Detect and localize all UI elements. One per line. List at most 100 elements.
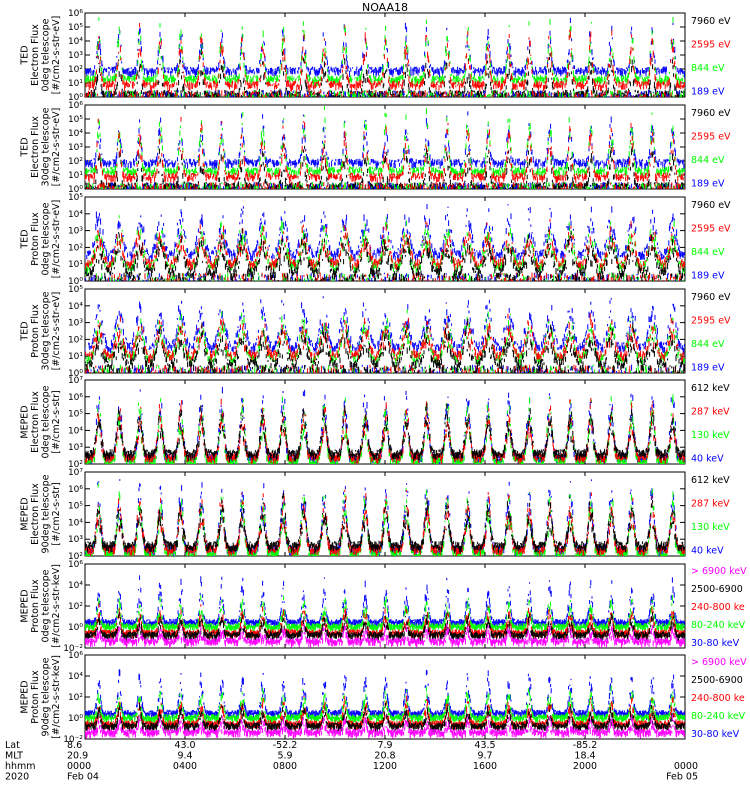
footer-lat-value: -85.2 [573, 740, 598, 751]
y-axis-label-line: MEPED [19, 680, 30, 713]
legend-entry: 7960 eV [691, 200, 731, 211]
legend-entry: 844 eV [691, 339, 725, 350]
flux-series [85, 714, 685, 739]
flux-traces [85, 575, 685, 648]
legend-entry: 844 eV [691, 155, 725, 166]
panel-7: 10⁻² 10⁰ 10² 10⁴ 10⁶ MEPEDProton Flux0deg tel… [19, 560, 747, 654]
footer-hhmm-value: 2000 [573, 761, 597, 772]
y-axis-label-line: Electron Flux [30, 483, 41, 545]
panel-frame [84, 288, 686, 374]
y-axis-label-line: 90deg telescope [40, 657, 51, 736]
y-axis-label-line: [#/cm2-s-str-keV] [51, 564, 62, 648]
y-axis-label-line: MEPED [19, 589, 30, 622]
y-tick-label: 10² [68, 552, 83, 562]
flux-series [85, 612, 685, 642]
legend-entry: > 6900 keV [691, 566, 747, 577]
legend-entry: 2500-6900 [691, 584, 743, 595]
footer-mlt-value: 9.7 [477, 751, 492, 762]
y-axis-label-line: Electron Flux [30, 24, 41, 86]
footer-mlt-value: 18.4 [574, 751, 595, 762]
legend-entry: 240-800 ke [691, 693, 745, 704]
y-axis-label-line: MEPED [19, 497, 30, 530]
y-axis-label-line: TED [19, 321, 30, 341]
legend-entry: 2595 eV [691, 40, 731, 51]
y-tick-label: 10⁶ [68, 393, 83, 403]
y-axis-label-line: TED [19, 45, 30, 65]
y-tick-label: 10⁰ [68, 277, 83, 287]
y-tick-label: 10³ [68, 535, 83, 545]
y-axis-label-line: [#/cm2-s-str-keV] [51, 655, 62, 739]
y-tick-label: 10⁶ [68, 101, 83, 111]
y-axis-label-line: Electron Flux [30, 116, 41, 178]
flux-traces [85, 386, 685, 464]
y-tick-label: 10² [68, 460, 83, 470]
y-axis-label-line: Proton Flux [30, 212, 41, 266]
y-tick-label: 10² [68, 243, 83, 253]
y-tick-label: 10⁴ [68, 129, 83, 139]
y-tick-label: 10⁶ [68, 651, 83, 661]
y-tick-label: 10⁷ [68, 468, 83, 478]
legend-entry: 612 keV [691, 475, 730, 486]
y-tick-label: 10³ [68, 319, 83, 329]
legend-entry: 844 eV [691, 63, 725, 74]
flux-traces [85, 669, 685, 739]
panel-2: 10⁰ 10¹ 10² 10³ 10⁴ 10⁵ 10⁶ TEDElectron Flux30d… [19, 101, 731, 195]
y-tick-label: 10⁰ [68, 369, 83, 379]
flux-traces [85, 296, 685, 373]
y-tick-label: 10⁶ [68, 485, 83, 495]
y-tick-label: 10² [68, 157, 83, 167]
y-axis-label-line: Proton Flux [30, 670, 41, 724]
y-tick-label: 10² [68, 335, 83, 345]
flux-series [85, 492, 685, 554]
y-tick-label: 10¹ [68, 171, 83, 181]
flux-series [85, 17, 685, 97]
y-axis-label-line: 0deg telescope [40, 385, 51, 458]
y-tick-label: 10⁵ [68, 115, 83, 125]
y-tick-label: 10³ [68, 443, 83, 453]
y-axis-label-line: 0deg telescope [40, 18, 51, 91]
legend-entry: > 6900 keV [691, 657, 747, 668]
panel-1: 10⁰ 10¹ 10² 10³ 10⁴ 10⁵ 10⁶ TEDElectron Flux0de… [19, 9, 731, 103]
y-axis-label: MEPEDElectron Flux90deg telescope[#/cm2-… [19, 474, 62, 553]
footer-hhmm-value: 0400 [173, 761, 197, 772]
footer-hhmm-value: 0000 [67, 761, 91, 772]
footer-hhmm-value: 0800 [273, 761, 297, 772]
flux-series [85, 106, 685, 189]
y-axis-label: TEDProton Flux0deg telescope[#/cm2-s-str… [19, 200, 62, 279]
legend-entry: 287 keV [691, 499, 730, 510]
flux-series [85, 669, 685, 721]
legend-entry: 189 eV [691, 87, 725, 98]
flux-series [85, 228, 685, 281]
footer-date-value: Feb 05 [666, 772, 698, 783]
panel-3: 10⁰ 10¹ 10² 10³ 10⁴ 10⁵ TEDProton Flux0deg tel… [19, 193, 731, 287]
y-tick-label: 10⁶ [68, 9, 83, 19]
legend-entry: 2500-6900 [691, 675, 743, 686]
chart-title: NOAA18 [362, 1, 408, 14]
footer-mlt-value: 20.9 [67, 751, 88, 762]
y-axis-label-line: [#/cm2-s-str-eV] [51, 108, 62, 187]
y-axis-label-line: [#/cm2-s-str] [51, 482, 62, 545]
legend-entry: 40 keV [691, 454, 724, 465]
y-axis-label-line: 30deg telescope [40, 107, 51, 186]
legend-entry: 2595 eV [691, 316, 731, 327]
footer-hhmm-value: 1200 [373, 761, 397, 772]
y-tick-label: 10⁵ [68, 410, 83, 420]
y-axis-label-line: 0deg telescope [40, 569, 51, 642]
y-tick-label: 10⁴ [68, 672, 83, 682]
legend-entry: 612 keV [691, 383, 730, 394]
footer-mlt-value: 20.8 [374, 751, 395, 762]
flux-series [85, 23, 685, 97]
y-axis-label-line: Proton Flux [30, 579, 41, 633]
footer-lat-value: 7.9 [377, 740, 392, 751]
y-tick-label: 10⁴ [68, 426, 83, 436]
flux-series [85, 318, 685, 373]
y-tick-label: 10³ [68, 51, 83, 61]
y-axis-label-line: TED [19, 229, 30, 249]
flux-series [85, 595, 685, 634]
y-axis-label: MEPEDProton Flux0deg telescope[#/cm2-s-s… [19, 564, 62, 648]
y-axis-label-line: Proton Flux [30, 304, 41, 358]
legend-entry: 80-240 keV [691, 711, 746, 722]
y-axis-label-line: [#/cm2-s-str] [51, 390, 62, 453]
flux-traces [85, 106, 685, 189]
